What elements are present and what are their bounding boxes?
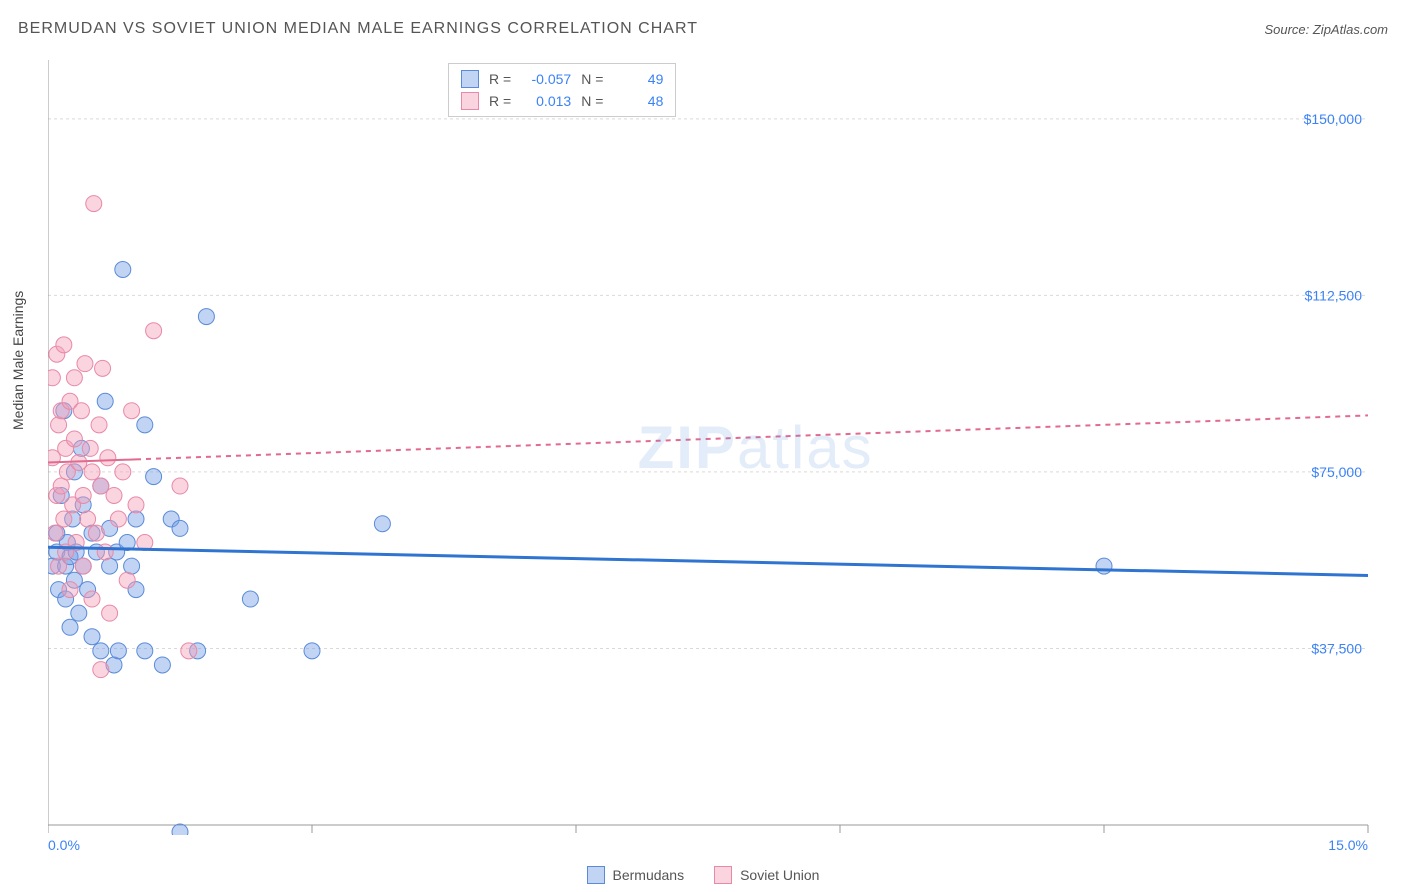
svg-text:$112,500: $112,500 bbox=[1305, 287, 1363, 303]
series-swatch bbox=[714, 866, 732, 884]
series-swatch bbox=[461, 92, 479, 110]
source-attribution: Source: ZipAtlas.com bbox=[1264, 22, 1388, 37]
n-value: 48 bbox=[613, 93, 663, 109]
series-swatch bbox=[587, 866, 605, 884]
n-label: N = bbox=[581, 93, 603, 109]
legend-label: Bermudans bbox=[613, 867, 685, 883]
r-value: -0.057 bbox=[521, 71, 571, 87]
n-value: 49 bbox=[613, 71, 663, 87]
scatter-chart: $37,500 $75,000 $112,500 $150,000 bbox=[48, 55, 1388, 835]
svg-text:$75,000: $75,000 bbox=[1311, 464, 1362, 480]
legend-item: Bermudans bbox=[587, 866, 685, 884]
r-label: R = bbox=[489, 71, 511, 87]
svg-text:$150,000: $150,000 bbox=[1304, 111, 1363, 127]
legend-label: Soviet Union bbox=[740, 867, 819, 883]
chart-header: BERMUDAN VS SOVIET UNION MEDIAN MALE EAR… bbox=[18, 20, 1388, 38]
series-swatch bbox=[461, 70, 479, 88]
chart-area: $37,500 $75,000 $112,500 $150,000 R = -0.05… bbox=[48, 55, 1388, 835]
series-legend: Bermudans Soviet Union bbox=[0, 866, 1406, 884]
stats-legend-row: R = 0.013 N = 48 bbox=[461, 92, 663, 110]
x-axis-min-label: 0.0% bbox=[48, 837, 80, 853]
chart-title: BERMUDAN VS SOVIET UNION MEDIAN MALE EAR… bbox=[18, 20, 698, 38]
legend-item: Soviet Union bbox=[714, 866, 819, 884]
stats-legend-row: R = -0.057 N = 49 bbox=[461, 70, 663, 88]
r-label: R = bbox=[489, 93, 511, 109]
stats-legend-box: R = -0.057 N = 49 R = 0.013 N = 48 bbox=[448, 63, 676, 117]
svg-text:$37,500: $37,500 bbox=[1311, 640, 1362, 656]
n-label: N = bbox=[581, 71, 603, 87]
x-axis-max-label: 15.0% bbox=[1328, 837, 1368, 853]
r-value: 0.013 bbox=[521, 93, 571, 109]
y-axis-label: Median Male Earnings bbox=[10, 291, 26, 430]
